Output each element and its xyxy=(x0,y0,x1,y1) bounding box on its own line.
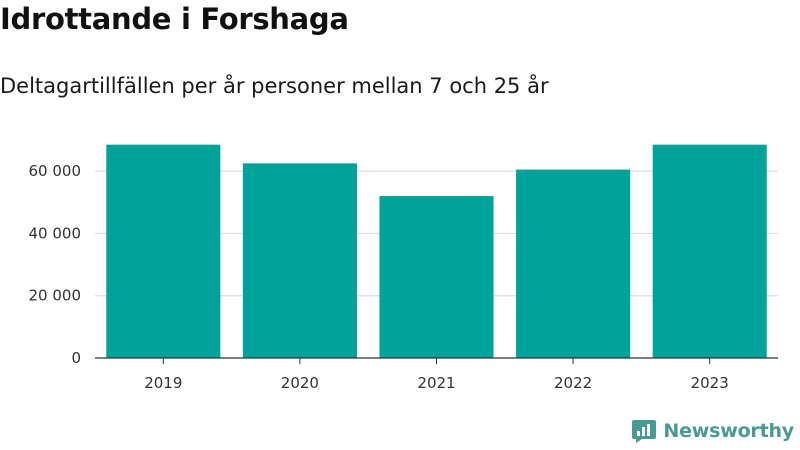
bar xyxy=(652,144,767,358)
bars xyxy=(106,144,767,358)
brand-name: Newsworthy xyxy=(663,420,794,442)
y-tick-label: 0 xyxy=(71,349,81,367)
tick-labels: 0 20 000 40 000 60 000 2019 2020 2021 2022 2023 xyxy=(29,162,729,392)
bar xyxy=(379,196,494,358)
axes xyxy=(95,357,778,364)
x-tick-label: 2022 xyxy=(554,374,592,392)
bar xyxy=(516,169,631,358)
bar xyxy=(106,144,221,358)
x-tick-label: 2023 xyxy=(691,374,729,392)
x-tick-label: 2020 xyxy=(281,374,319,392)
x-tick-label: 2019 xyxy=(144,374,182,392)
chart-title: Idrottande i Forshaga xyxy=(0,2,349,36)
bar xyxy=(242,163,357,358)
brand-logo: Newsworthy xyxy=(631,418,794,444)
y-tick-label: 40 000 xyxy=(29,224,82,242)
chart-subtitle: Deltagartillfällen per år personer mella… xyxy=(0,74,549,98)
newsworthy-logo-icon xyxy=(632,420,657,443)
y-tick-label: 20 000 xyxy=(29,287,82,305)
y-tick-label: 60 000 xyxy=(29,162,82,180)
x-tick-label: 2021 xyxy=(417,374,455,392)
